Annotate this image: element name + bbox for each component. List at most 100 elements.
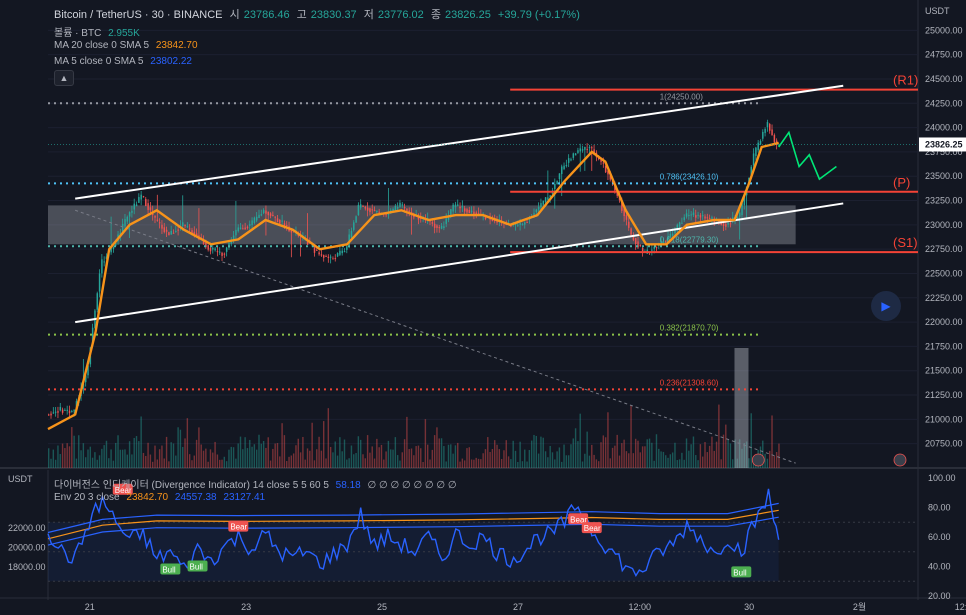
candle-body xyxy=(759,140,762,145)
candle-body xyxy=(48,414,50,416)
volume-bar xyxy=(512,440,514,468)
candle-body xyxy=(101,259,103,274)
price-tick: 23500.00 xyxy=(925,171,963,181)
candle-body xyxy=(676,224,679,230)
volume-bar xyxy=(378,447,380,468)
volume-bar xyxy=(223,456,226,468)
volume-bar xyxy=(699,444,702,468)
volume-bar xyxy=(269,460,272,468)
volume-bar xyxy=(466,448,468,468)
volume-bar xyxy=(572,438,574,468)
volume-bar xyxy=(376,438,378,468)
volume-bar xyxy=(547,457,549,468)
volume-bar xyxy=(124,449,126,468)
candle-body xyxy=(98,273,101,292)
volume-bar xyxy=(669,454,672,468)
candle-body xyxy=(249,224,251,226)
volume-bar xyxy=(149,454,152,468)
volume-bar xyxy=(653,460,655,468)
candle-body xyxy=(535,209,538,213)
volume-bar xyxy=(48,448,50,468)
candle-body xyxy=(140,194,142,200)
candle-body xyxy=(681,222,683,224)
candle-body xyxy=(593,149,595,155)
candle-body xyxy=(524,222,526,225)
volume-bar xyxy=(61,443,64,468)
volume-bar xyxy=(729,443,732,468)
candle-body xyxy=(662,242,665,244)
candle-body xyxy=(154,215,156,218)
volume-bar xyxy=(299,452,302,468)
volume-bar xyxy=(517,461,519,468)
play-button[interactable]: ▶ xyxy=(871,291,901,321)
volume-bar xyxy=(346,459,348,468)
volume-bar xyxy=(413,455,415,468)
candle-body xyxy=(87,365,89,376)
candle-body xyxy=(567,158,570,163)
volume-bar xyxy=(625,451,628,468)
divergence-legend[interactable]: 다이버전스 인디케이터 (Divergence Indicator) 14 cl… xyxy=(54,476,461,491)
volume-bar xyxy=(588,455,591,468)
candle-body xyxy=(163,227,166,233)
price-tick: 23250.00 xyxy=(925,196,963,206)
envelope-legend[interactable]: Env 20 3 close 23842.70 24557.38 23127.4… xyxy=(54,492,269,503)
volume-legend[interactable]: 볼륨 · BTC 2.955K xyxy=(54,24,144,39)
ma20-legend[interactable]: MA 20 close 0 SMA 5 23842.70 xyxy=(54,40,202,51)
bear-signal-badge xyxy=(568,513,589,525)
candle-body xyxy=(50,413,52,416)
candle-body xyxy=(177,229,179,231)
candle-body xyxy=(429,220,431,222)
collapse-legend-button[interactable]: ▲ xyxy=(54,70,74,86)
volume-bar xyxy=(151,461,154,468)
volume-bar xyxy=(156,459,159,468)
candle-body xyxy=(454,204,457,208)
open-value: 23786.46 xyxy=(243,9,290,21)
volume-bar xyxy=(452,453,454,468)
candle-body xyxy=(82,384,85,390)
candle-body xyxy=(628,221,630,228)
volume-bar xyxy=(634,438,637,468)
volume-bar xyxy=(658,448,660,468)
candle-body xyxy=(223,253,226,255)
volume-bar xyxy=(775,452,778,468)
candle-body xyxy=(443,226,445,229)
candle-body xyxy=(237,227,239,232)
candle-body xyxy=(688,214,690,216)
volume-bar xyxy=(602,435,605,468)
volume-bar xyxy=(579,413,581,468)
volume-bar xyxy=(209,449,212,468)
candle-body xyxy=(639,244,642,247)
volume-bar xyxy=(214,441,216,468)
candle-body xyxy=(128,212,131,217)
volume-bar xyxy=(103,445,105,468)
volume-bar xyxy=(184,438,186,468)
candle-body xyxy=(450,209,452,216)
volume-bar xyxy=(468,447,470,468)
candle-body xyxy=(219,251,221,253)
candle-body xyxy=(392,208,394,212)
volume-bar xyxy=(84,457,87,468)
volume-bar xyxy=(630,405,632,468)
volume-bar xyxy=(706,452,709,468)
candle-body xyxy=(470,210,473,212)
price-unit-bottom: USDT xyxy=(8,474,33,484)
volume-bar xyxy=(341,451,343,468)
volume-bar xyxy=(251,446,253,468)
volume-bar xyxy=(119,449,122,468)
candle-body xyxy=(750,166,753,176)
candle-body xyxy=(348,234,350,245)
volume-bar xyxy=(429,459,431,468)
close-label: 종 xyxy=(430,9,441,21)
candle-body xyxy=(741,202,743,216)
bear-signal-label: Bear xyxy=(570,515,587,524)
low-value: 23776.02 xyxy=(377,9,424,21)
volume-bar xyxy=(98,455,101,468)
volume-bar xyxy=(336,455,339,468)
symbol-title[interactable]: Bitcoin / TetherUS · 30 · BINANCE xyxy=(54,9,223,21)
volume-bar xyxy=(380,444,383,468)
volume-bar xyxy=(54,459,57,468)
candle-body xyxy=(655,247,658,249)
candle-body xyxy=(170,230,172,235)
ma5-legend[interactable]: MA 5 close 0 SMA 5 23802.22 xyxy=(54,56,196,67)
